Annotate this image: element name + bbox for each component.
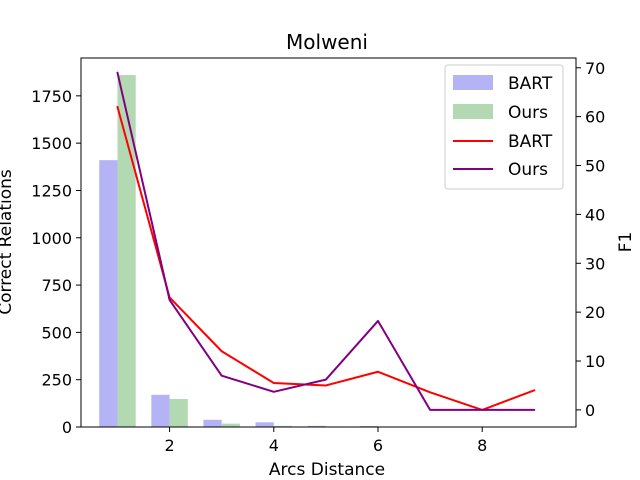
- y-left-tick-label-1000: 1000: [31, 229, 72, 248]
- y-right-tick-label-20: 20: [585, 303, 605, 322]
- y-axis-left: 0 250 500 750 1000 1250 1500 1750: [31, 87, 81, 437]
- y-right-tick-label-40: 40: [585, 205, 605, 224]
- y-left-tick-label-1750: 1750: [31, 87, 72, 106]
- y-left-tick-label-1500: 1500: [31, 134, 72, 153]
- x-tick-label-6: 6: [373, 436, 383, 455]
- x-axis: 2 4 6 8: [164, 427, 487, 455]
- bar-bart-2: [151, 394, 170, 427]
- legend-label-ours-bar: Ours: [508, 103, 548, 123]
- y-left-tick-label-500: 500: [41, 323, 72, 342]
- y-right-tick-label-60: 60: [585, 108, 605, 127]
- bar-ours-1: [117, 75, 136, 428]
- y-right-tick-label-70: 70: [585, 59, 605, 78]
- legend-box: [444, 64, 564, 190]
- y-left-tick-label-1250: 1250: [31, 181, 72, 200]
- y-right-tick-label-30: 30: [585, 254, 605, 273]
- bar-bart-5: [307, 425, 326, 427]
- bar-bart-3: [203, 419, 222, 427]
- lines-layer: [116, 71, 536, 411]
- bar-ours-4: [273, 425, 293, 427]
- bar-bart-4: [255, 422, 274, 427]
- y-axis-left-title: Correct Relations: [0, 169, 16, 315]
- legend: BART Ours BART Ours: [444, 64, 564, 190]
- y-right-tick-label-0: 0: [585, 401, 595, 420]
- y-axis-right-title: F1: [616, 232, 636, 253]
- line-ours: [116, 71, 536, 411]
- plot-frame: [80, 57, 577, 428]
- x-tick-label-8: 8: [477, 436, 487, 455]
- y-left-tick-label-750: 750: [41, 276, 72, 295]
- x-tick-label-4: 4: [269, 436, 279, 455]
- bar-bart-1: [99, 160, 118, 427]
- legend-label-bart-bar: BART: [508, 74, 553, 94]
- line-bart: [116, 105, 536, 411]
- bar-ours-2: [169, 398, 188, 427]
- y-right-tick-label-50: 50: [585, 157, 605, 176]
- legend-swatch-ours-bar: [453, 104, 493, 119]
- bar-ours-3: [221, 423, 240, 427]
- bars-layer: [99, 75, 397, 428]
- legend-label-bart-line: BART: [508, 132, 553, 152]
- x-axis-title: Arcs Distance: [269, 460, 385, 480]
- y-right-tick-label-10: 10: [585, 352, 605, 371]
- y-axis-right: 0 10 20 30 40 50 60 70: [576, 59, 605, 420]
- legend-label-ours-line: Ours: [508, 160, 548, 180]
- x-tick-label-2: 2: [164, 436, 174, 455]
- chart-title: Molweni: [286, 30, 368, 54]
- y-left-tick-label-0: 0: [62, 418, 72, 437]
- legend-swatch-bart-bar: [453, 75, 493, 90]
- y-left-tick-label-250: 250: [41, 371, 72, 390]
